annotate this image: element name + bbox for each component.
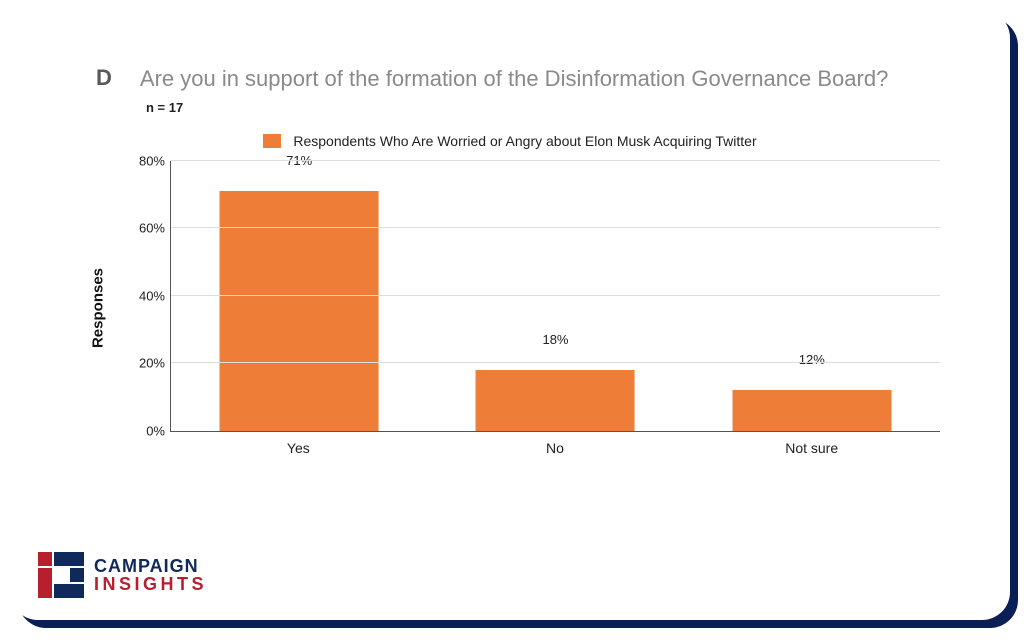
bar-slot: 18%: [427, 161, 683, 431]
y-axis-title: Responses: [90, 268, 107, 348]
logo-text: CAMPAIGN INSIGHTS: [94, 557, 207, 593]
x-tick-label: Yes: [170, 432, 427, 456]
bar-value-label: 71%: [286, 153, 312, 172]
bars-container: 71% 18% 12%: [171, 161, 940, 431]
legend-swatch: [263, 134, 281, 148]
y-tick-label: 0%: [125, 423, 165, 438]
gridline: [171, 227, 940, 228]
bar-slot: 71%: [171, 161, 427, 431]
chart: Responses 71%18%12% 0%20%40%60%80% YesNo…: [130, 161, 940, 456]
x-axis-labels: YesNoNot sure: [170, 432, 940, 456]
bar: [476, 370, 635, 431]
bar-slot: 12%: [684, 161, 940, 431]
y-tick-label: 20%: [125, 356, 165, 371]
logo-line1: CAMPAIGN: [94, 557, 207, 575]
brand-logo: CAMPAIGN INSIGHTS: [38, 552, 207, 598]
bar: [732, 390, 891, 431]
logo-line2: INSIGHTS: [94, 575, 207, 593]
gridline: [171, 362, 940, 363]
question-text: Are you in support of the formation of t…: [140, 64, 888, 94]
legend-label: Respondents Who Are Worried or Angry abo…: [293, 133, 756, 149]
bar-value-label: 18%: [542, 332, 568, 351]
panel-letter: D: [96, 64, 112, 92]
x-tick-label: No: [427, 432, 684, 456]
logo-mark-icon: [38, 552, 84, 598]
header: D Are you in support of the formation of…: [10, 10, 1010, 94]
y-tick-label: 60%: [125, 221, 165, 236]
card: D Are you in support of the formation of…: [10, 10, 1010, 620]
gridline: [171, 295, 940, 296]
legend: Respondents Who Are Worried or Angry abo…: [10, 133, 1010, 149]
y-tick-label: 80%: [125, 153, 165, 168]
x-tick-label: Not sure: [683, 432, 940, 456]
y-tick-label: 40%: [125, 288, 165, 303]
plot-area: 71%18%12% 0%20%40%60%80%: [170, 161, 940, 432]
gridline: [171, 160, 940, 161]
sample-size: n = 17: [146, 100, 1010, 115]
